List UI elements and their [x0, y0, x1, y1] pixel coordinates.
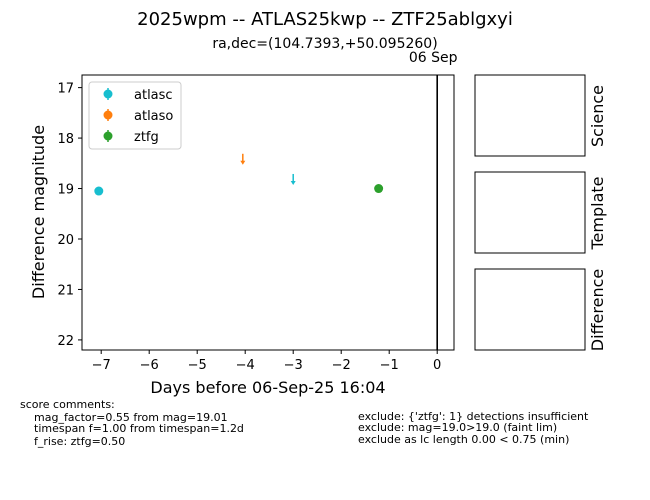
legend-marker-ztfg	[103, 131, 113, 141]
legend: atlasc atlaso ztfg	[88, 81, 182, 150]
y-tick-label: 17	[57, 82, 74, 97]
legend-label-atlaso: atlaso	[134, 109, 173, 124]
legend-label-atlasc: atlasc	[134, 88, 173, 103]
y-tick-label: 18	[57, 132, 74, 147]
exclude-comment-line: exclude as lc length 0.00 < 0.75 (min)	[358, 433, 569, 446]
reference-vline-label: 06 Sep	[409, 50, 458, 66]
template-panel-label: Template	[588, 176, 607, 250]
y-tick-label: 22	[57, 334, 74, 349]
y-axis-label: Difference magnitude	[29, 125, 48, 299]
x-tick-label: −6	[140, 358, 159, 373]
x-tick-label: 0	[433, 358, 441, 373]
data-point-ztfg	[374, 184, 384, 194]
figure-title: 2025wpm -- ATLAS25kwp -- ZTF25ablgxyi	[137, 9, 513, 30]
x-tick-label: −5	[188, 358, 207, 373]
figure-subtitle: ra,dec=(104.7393,+50.095260)	[212, 36, 437, 52]
score-comment-line: f_rise: ztfg=0.50	[34, 435, 125, 448]
science-panel-label: Science	[588, 85, 607, 147]
upper-limit-arrow-atlaso	[240, 160, 246, 165]
legend-frame	[88, 81, 182, 150]
x-tick-label: −7	[92, 358, 111, 373]
x-tick-label: −4	[236, 358, 255, 373]
x-axis-label: Days before 06-Sep-25 16:04	[150, 378, 385, 397]
y-tick-label: 19	[57, 183, 74, 198]
exclude-comment-line: exclude: mag=19.0>19.0 (faint lim)	[358, 421, 557, 434]
legend-marker-atlasc	[103, 89, 113, 99]
x-tick-label: −2	[332, 358, 351, 373]
y-tick-label: 20	[57, 233, 74, 248]
x-tick-label: −3	[284, 358, 303, 373]
science-panel	[474, 74, 586, 157]
difference-panel	[474, 268, 586, 351]
legend-label-ztfg: ztfg	[134, 130, 159, 145]
legend-marker-atlaso	[103, 110, 113, 120]
x-tick-label: −1	[380, 358, 399, 373]
upper-limit-arrow-atlasc	[290, 180, 296, 185]
data-point-atlasc	[94, 186, 104, 196]
difference-panel-label: Difference	[588, 269, 607, 351]
exclude-comment-line: exclude: {'ztfg': 1} detections insuffic…	[358, 410, 589, 423]
score-comment-line: timespan f=1.00 from timespan=1.2d	[34, 422, 244, 435]
y-tick-label: 21	[57, 283, 74, 298]
template-panel	[474, 171, 586, 254]
score-comments-header: score comments:	[20, 398, 115, 411]
score-comment-line: mag_factor=0.55 from mag=19.01	[34, 411, 228, 424]
